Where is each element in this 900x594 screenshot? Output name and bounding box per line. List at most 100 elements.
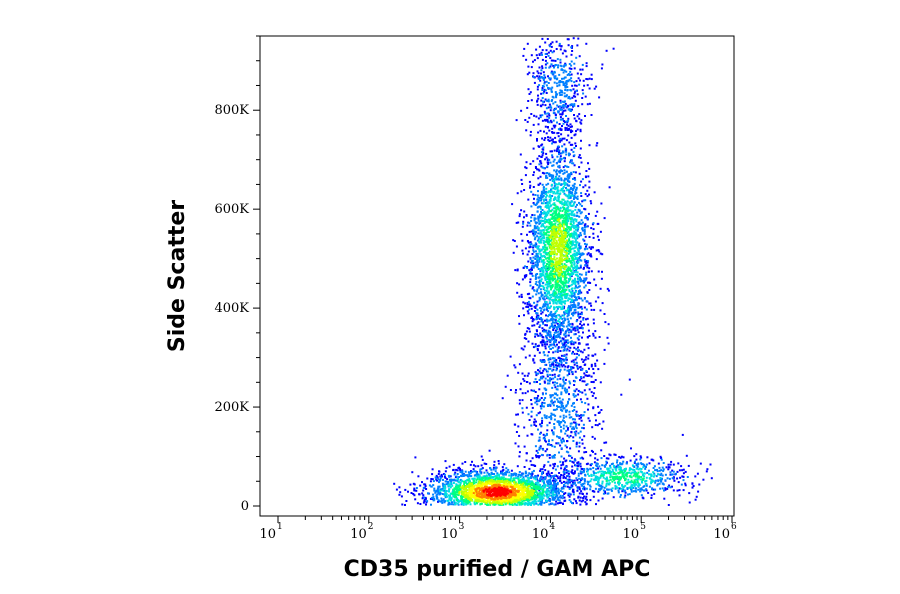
event-dot bbox=[651, 458, 654, 461]
event-dot bbox=[543, 295, 546, 298]
event-dot bbox=[579, 290, 582, 293]
event-dot bbox=[556, 394, 559, 397]
event-dot bbox=[584, 374, 587, 377]
event-dot bbox=[554, 198, 557, 201]
event-dot bbox=[539, 470, 542, 472]
event-dot bbox=[536, 103, 539, 106]
event-dot bbox=[550, 322, 553, 325]
event-dot bbox=[570, 288, 573, 290]
event-dot bbox=[463, 480, 465, 483]
event-dot bbox=[619, 495, 622, 498]
event-dot bbox=[541, 171, 544, 174]
event-dot bbox=[522, 476, 525, 479]
event-dot bbox=[562, 166, 565, 169]
event-dot bbox=[540, 213, 543, 216]
event-dot bbox=[571, 326, 574, 329]
event-dot bbox=[548, 66, 551, 69]
event-dot bbox=[648, 485, 651, 488]
event-dot bbox=[609, 454, 612, 457]
event-dot bbox=[554, 141, 557, 144]
event-dot bbox=[444, 494, 447, 497]
event-dot bbox=[579, 68, 582, 71]
event-dot bbox=[622, 456, 625, 459]
event-dot bbox=[682, 472, 685, 475]
event-dot bbox=[444, 496, 447, 499]
event-dot bbox=[578, 273, 581, 276]
event-dot bbox=[524, 470, 527, 473]
event-dot bbox=[574, 433, 577, 436]
event-dot bbox=[583, 286, 586, 289]
event-dot bbox=[584, 235, 587, 238]
event-dot bbox=[553, 182, 556, 185]
event-dot bbox=[570, 103, 573, 106]
event-dot bbox=[654, 469, 657, 472]
event-dot bbox=[526, 390, 529, 393]
event-dot bbox=[656, 483, 659, 486]
event-dot bbox=[540, 248, 543, 251]
event-dot bbox=[543, 287, 545, 289]
event-dot bbox=[706, 468, 709, 471]
event-dot bbox=[561, 111, 564, 114]
event-dot bbox=[576, 271, 579, 274]
event-dot bbox=[547, 106, 550, 109]
event-dot bbox=[628, 378, 631, 381]
event-dot bbox=[671, 473, 674, 476]
event-dot bbox=[582, 199, 585, 202]
event-dot bbox=[557, 110, 560, 113]
event-dot bbox=[623, 485, 626, 488]
event-dot bbox=[563, 484, 566, 486]
event-dot bbox=[546, 204, 549, 207]
event-dot bbox=[550, 293, 553, 296]
event-dot bbox=[486, 503, 489, 506]
event-dot bbox=[548, 498, 551, 501]
event-dot bbox=[653, 472, 656, 475]
event-dot bbox=[579, 503, 582, 506]
event-dot bbox=[446, 499, 449, 502]
event-dot bbox=[436, 479, 439, 482]
event-dot bbox=[583, 224, 586, 227]
event-dot bbox=[575, 270, 577, 273]
event-dot bbox=[572, 427, 575, 430]
event-dot bbox=[640, 456, 643, 459]
event-dot bbox=[567, 97, 570, 100]
event-dot bbox=[600, 457, 603, 460]
event-dot bbox=[573, 389, 576, 392]
event-dot bbox=[584, 260, 587, 263]
event-dot bbox=[580, 195, 583, 197]
event-dot bbox=[540, 291, 543, 294]
event-dot bbox=[566, 374, 569, 377]
event-dot bbox=[541, 297, 544, 300]
event-dot bbox=[572, 198, 575, 200]
event-dot bbox=[630, 489, 633, 491]
event-dot bbox=[572, 282, 575, 285]
event-dot bbox=[549, 57, 552, 59]
event-dot bbox=[550, 335, 552, 338]
event-dot bbox=[575, 267, 578, 270]
event-dot bbox=[561, 328, 564, 330]
event-dot bbox=[544, 59, 547, 62]
event-dot bbox=[545, 335, 547, 338]
event-dot bbox=[566, 470, 569, 473]
event-dot bbox=[545, 199, 548, 202]
event-dot bbox=[575, 320, 578, 323]
event-dot bbox=[551, 316, 554, 319]
event-dot bbox=[531, 320, 534, 323]
event-dot bbox=[535, 414, 538, 417]
event-dot bbox=[601, 302, 604, 305]
event-dot bbox=[546, 379, 549, 382]
event-dot bbox=[452, 469, 455, 472]
event-dot bbox=[494, 477, 497, 480]
event-dot bbox=[598, 250, 601, 253]
event-dot bbox=[564, 466, 567, 469]
event-dot bbox=[549, 191, 552, 194]
event-dot bbox=[551, 142, 554, 145]
event-dot bbox=[559, 306, 562, 309]
event-dot bbox=[520, 382, 522, 385]
event-dot bbox=[670, 460, 673, 463]
event-dot bbox=[503, 463, 506, 466]
event-dot bbox=[454, 471, 457, 474]
event-dot bbox=[536, 403, 539, 406]
event-dot bbox=[583, 228, 586, 231]
event-dot bbox=[472, 480, 475, 483]
event-dot bbox=[524, 482, 527, 485]
